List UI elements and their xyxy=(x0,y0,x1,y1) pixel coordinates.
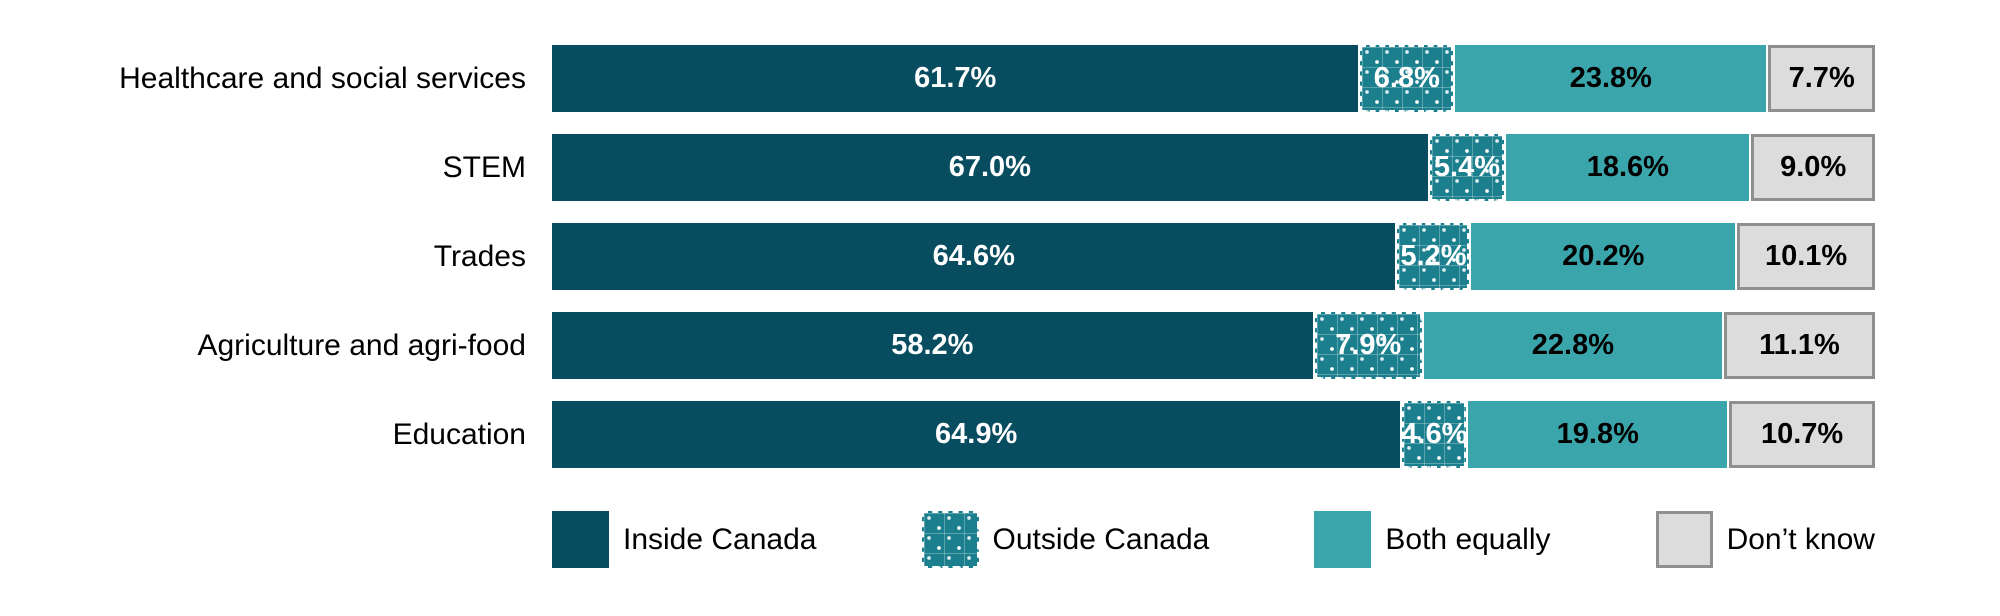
segment-value-label: 10.1% xyxy=(1764,240,1848,272)
plot-area: Healthcare and social services 61.7% 6.8… xyxy=(0,45,1875,468)
segment-value-label: 7.7% xyxy=(1788,62,1855,94)
stacked-bar: 64.9% 4.6% 19.8% 10.7% xyxy=(552,401,1875,468)
legend-item-both: Both equally xyxy=(1314,511,1551,568)
segment-value-label: 11.1% xyxy=(1759,329,1840,361)
category-label: STEM xyxy=(442,150,526,184)
segment-dontknow: 7.7% xyxy=(1768,45,1875,112)
segment-value-label: 61.7% xyxy=(914,62,997,94)
segment-value-label: 23.8% xyxy=(1569,62,1652,94)
category-label: Agriculture and agri-food xyxy=(197,328,526,362)
segment-dontknow: 9.0% xyxy=(1751,134,1875,201)
legend-swatch-inside-icon xyxy=(552,511,609,568)
stacked-bar: 67.0% 5.4% 18.6% 9.0% xyxy=(552,134,1875,201)
segment-value-label: 5.4% xyxy=(1433,151,1501,183)
segment-dontknow: 11.1% xyxy=(1723,312,1875,379)
bar-row-3: Trades 64.6% 5.2% 20.2% 10.1% xyxy=(0,223,1875,290)
segment-value-label: 20.2% xyxy=(1562,240,1645,272)
segment-outside: 5.4% xyxy=(1429,134,1505,201)
category-label: Healthcare and social services xyxy=(119,61,526,95)
category-label: Education xyxy=(392,417,526,451)
stacked-bar: 64.6% 5.2% 20.2% 10.1% xyxy=(552,223,1875,290)
stacked-bar: 61.7% 6.8% 23.8% 7.7% xyxy=(552,45,1875,112)
segment-value-label: 18.6% xyxy=(1586,151,1669,183)
bar-row-2: STEM 67.0% 5.4% 18.6% 9.0% xyxy=(0,134,1875,201)
legend-label: Both equally xyxy=(1385,522,1551,556)
segment-inside: 61.7% xyxy=(552,45,1359,112)
segment-value-label: 6.8% xyxy=(1373,62,1440,94)
category-label: Trades xyxy=(433,239,526,273)
segment-value-label: 5.2% xyxy=(1400,240,1467,272)
legend-label: Outside Canada xyxy=(992,522,1210,556)
segment-outside: 4.6% xyxy=(1401,401,1468,468)
segment-dontknow: 10.7% xyxy=(1729,401,1875,468)
segment-value-label: 9.0% xyxy=(1780,151,1847,183)
segment-outside: 7.9% xyxy=(1314,312,1422,379)
bar-row-5: Education 64.9% 4.6% 19.8% 10.7% xyxy=(0,401,1875,468)
legend: Inside Canada Outside Canada Both equall… xyxy=(552,511,1875,568)
segment-both: 23.8% xyxy=(1455,45,1767,112)
segment-inside: 64.6% xyxy=(552,223,1396,290)
segment-value-label: 67.0% xyxy=(948,151,1031,183)
segment-value-label: 7.9% xyxy=(1335,329,1402,361)
legend-swatch-both-icon xyxy=(1314,511,1372,568)
segment-value-label: 4.6% xyxy=(1401,418,1468,450)
segment-inside: 64.9% xyxy=(552,401,1401,468)
segment-inside: 58.2% xyxy=(552,312,1313,379)
legend-item-inside: Inside Canada xyxy=(552,511,816,568)
legend-swatch-outside-icon xyxy=(921,511,979,568)
legend-label: Don’t know xyxy=(1726,522,1875,556)
legend-item-outside: Outside Canada xyxy=(921,511,1210,568)
legend-item-dontknow: Don’t know xyxy=(1655,511,1875,568)
segment-dontknow: 10.1% xyxy=(1737,223,1875,290)
segment-value-label: 10.7% xyxy=(1760,418,1844,450)
segment-both: 20.2% xyxy=(1471,223,1736,290)
segment-value-label: 64.6% xyxy=(932,240,1015,272)
segment-both: 19.8% xyxy=(1468,401,1728,468)
segment-inside: 67.0% xyxy=(552,134,1428,201)
segment-value-label: 19.8% xyxy=(1556,418,1639,450)
segment-value-label: 64.9% xyxy=(935,418,1018,450)
segment-outside: 5.2% xyxy=(1397,223,1470,290)
segment-both: 22.8% xyxy=(1423,312,1722,379)
bar-row-4: Agriculture and agri-food 58.2% 7.9% 22.… xyxy=(0,312,1875,379)
bar-row-1: Healthcare and social services 61.7% 6.8… xyxy=(0,45,1875,112)
segment-both: 18.6% xyxy=(1506,134,1750,201)
legend-swatch-dontknow-icon xyxy=(1655,511,1713,568)
segment-value-label: 58.2% xyxy=(891,329,974,361)
segment-outside: 6.8% xyxy=(1360,45,1454,112)
legend-label: Inside Canada xyxy=(623,522,817,556)
segment-value-label: 22.8% xyxy=(1531,329,1615,361)
stacked-bar: 58.2% 7.9% 22.8% 11.1% xyxy=(552,312,1875,379)
